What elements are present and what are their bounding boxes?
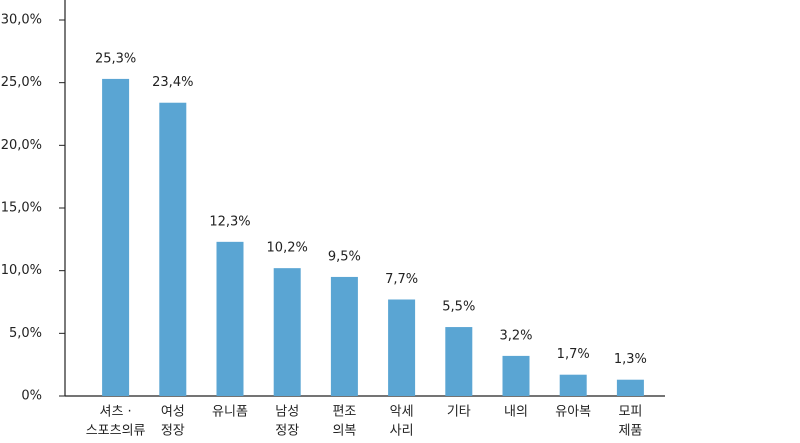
bar bbox=[502, 355, 530, 396]
y-tick-label: 15,0% bbox=[1, 201, 42, 216]
y-tick-label: 5,0% bbox=[9, 326, 42, 341]
y-tick-label: 25,0% bbox=[1, 75, 42, 90]
value-label: 10,2% bbox=[267, 241, 308, 256]
value-label: 7,7% bbox=[385, 272, 418, 287]
value-label: 23,4% bbox=[152, 75, 193, 90]
x-tick-label: 여성 bbox=[161, 405, 185, 420]
bar bbox=[445, 327, 473, 396]
bar bbox=[102, 78, 130, 396]
bar bbox=[388, 299, 416, 396]
value-label: 5,5% bbox=[442, 300, 475, 315]
bar bbox=[159, 102, 187, 396]
x-tick-label: 셔츠 · bbox=[100, 405, 132, 420]
y-tick-label: 30,0% bbox=[1, 13, 42, 28]
x-tick-label: 모피 bbox=[618, 405, 642, 420]
y-tick-label: 10,0% bbox=[1, 263, 42, 278]
bar bbox=[616, 379, 644, 396]
y-tick-label: 0% bbox=[21, 389, 42, 404]
x-tick-label: 스포츠의류 bbox=[86, 424, 146, 439]
value-label: 3,2% bbox=[499, 328, 532, 343]
value-label: 1,7% bbox=[557, 347, 590, 362]
value-label: 25,3% bbox=[95, 51, 136, 66]
x-tick-label: 남성 bbox=[275, 405, 299, 420]
x-tick-label: 정장 bbox=[161, 424, 185, 439]
value-label: 9,5% bbox=[328, 249, 361, 264]
y-tick-label: 20,0% bbox=[1, 138, 42, 153]
x-tick-label: 제품 bbox=[618, 424, 642, 439]
bar bbox=[273, 268, 301, 396]
x-tick-label: 정장 bbox=[275, 424, 299, 439]
x-tick-label: 의복 bbox=[332, 424, 356, 439]
bar bbox=[559, 374, 587, 396]
x-tick-label: 기타 bbox=[447, 405, 471, 420]
value-label: 12,3% bbox=[209, 214, 250, 229]
x-tick-label: 사리 bbox=[390, 424, 414, 439]
x-tick-label: 내의 bbox=[504, 405, 528, 420]
x-tick-label: 편조 bbox=[332, 405, 356, 420]
x-tick-label: 유니폼 bbox=[212, 405, 248, 420]
value-label: 1,3% bbox=[614, 352, 647, 367]
x-tick-label: 악세 bbox=[390, 405, 414, 420]
bar bbox=[330, 276, 358, 396]
x-tick-label: 유아복 bbox=[555, 405, 591, 420]
bar bbox=[216, 241, 244, 396]
